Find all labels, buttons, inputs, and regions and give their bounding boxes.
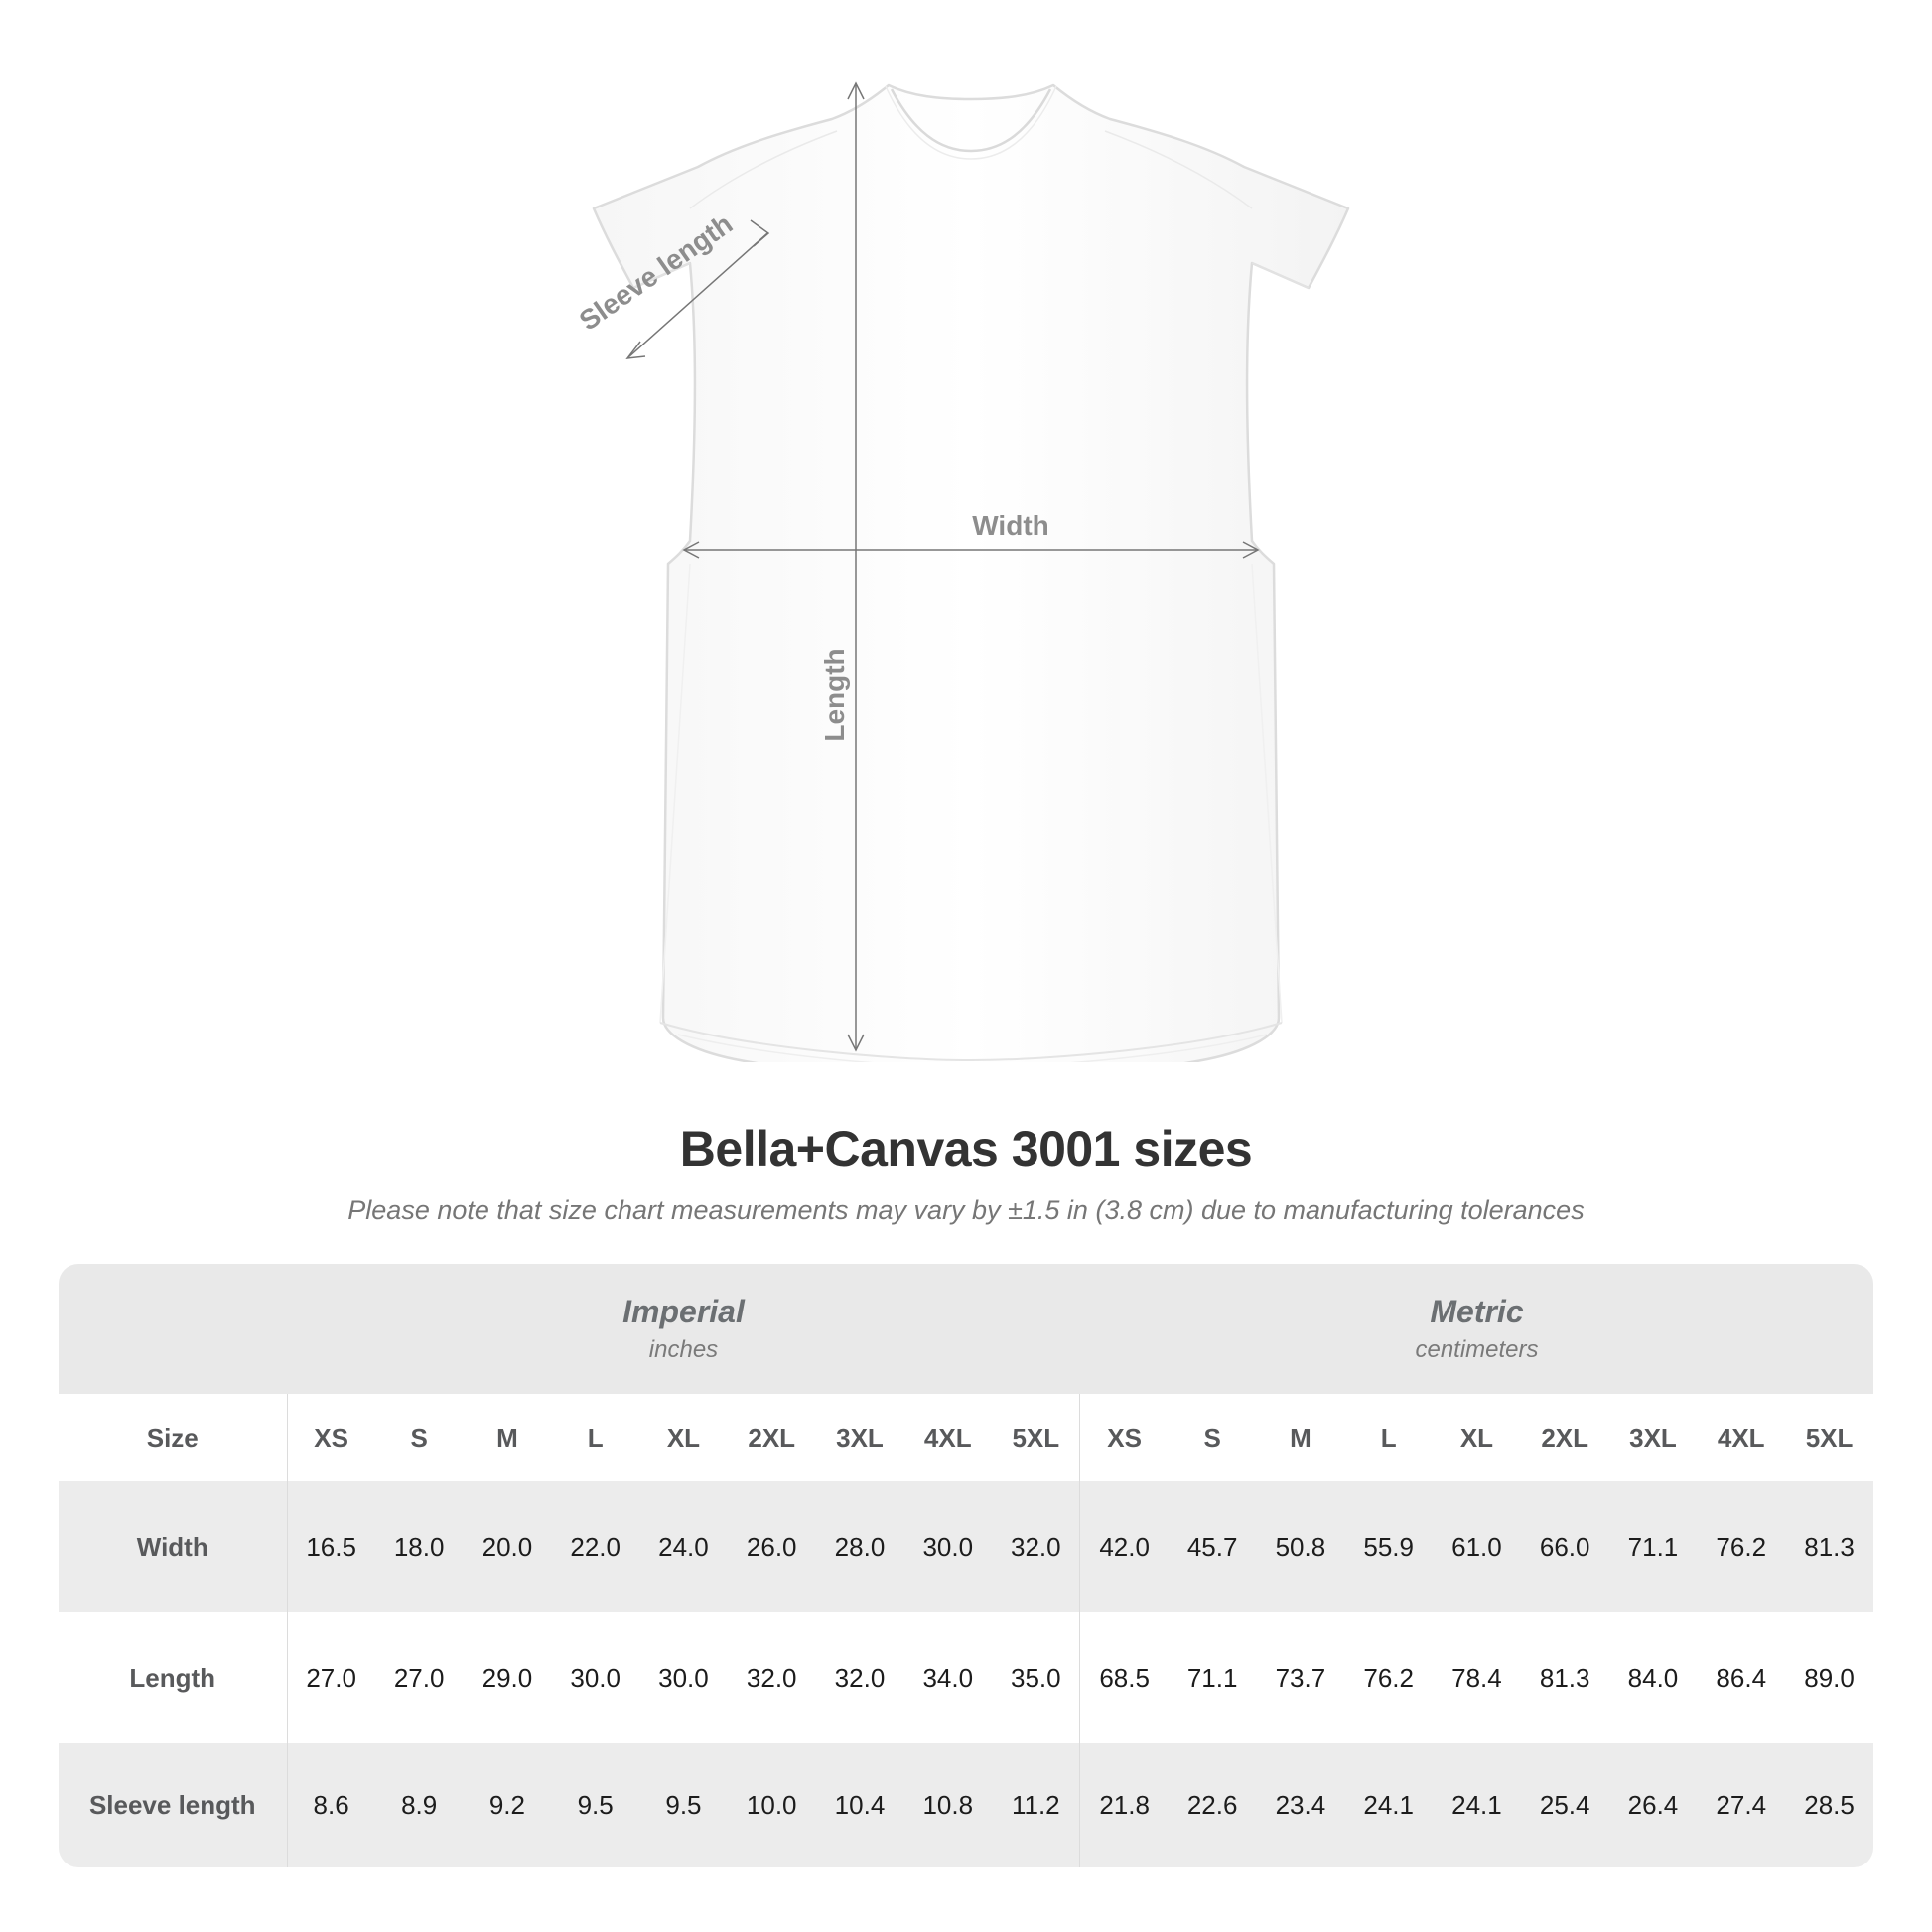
svg-text:Length: Length — [819, 648, 850, 741]
svg-text:Width: Width — [972, 510, 1049, 541]
